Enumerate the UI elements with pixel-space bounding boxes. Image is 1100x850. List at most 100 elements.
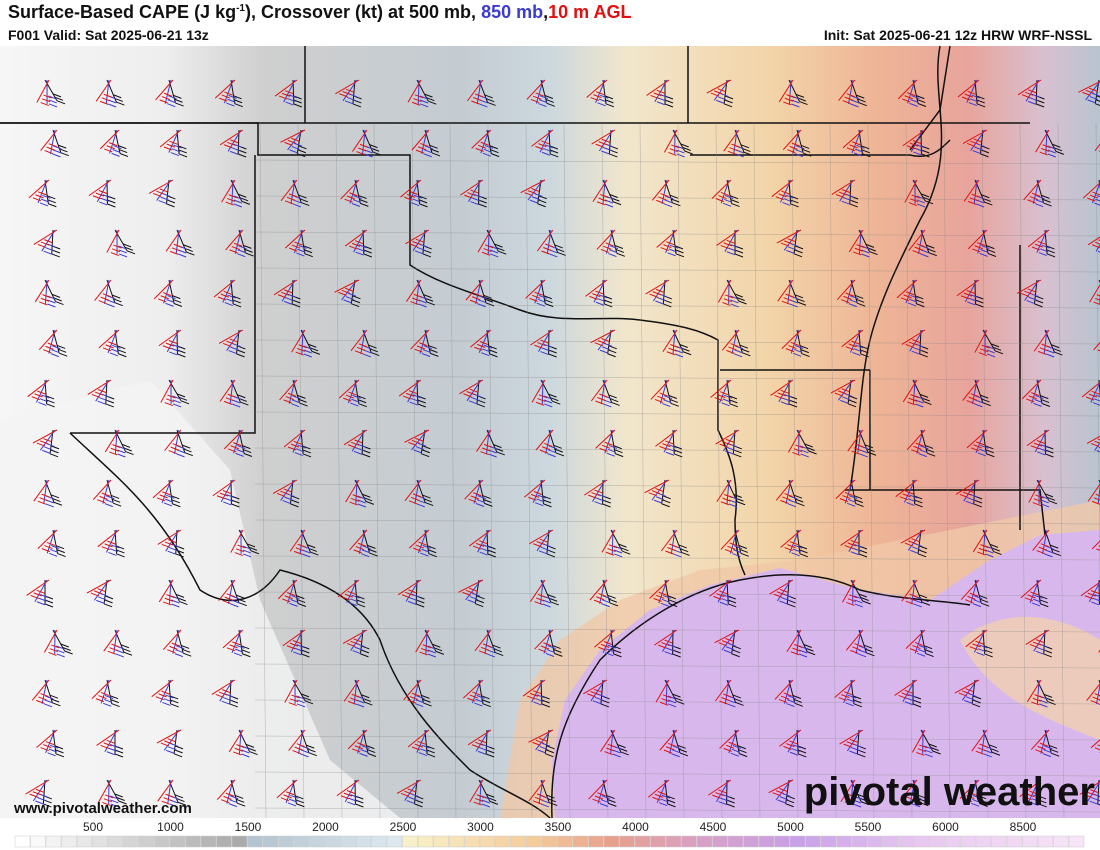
barb-shaft — [524, 479, 546, 498]
barb-flag — [169, 351, 178, 356]
barb-flag — [59, 352, 68, 357]
barb-flag — [603, 295, 613, 300]
barb-flag — [361, 694, 370, 699]
barb-shaft — [343, 679, 360, 702]
barb-flag — [484, 298, 494, 303]
barb-flag — [175, 593, 185, 598]
barb-flag — [1089, 96, 1098, 101]
barb-flag — [100, 691, 110, 696]
barb-shaft — [957, 79, 980, 98]
barb-shaft — [213, 279, 236, 298]
barb-flag — [427, 653, 437, 658]
barb-flag — [547, 594, 556, 599]
barb-flag — [594, 501, 603, 506]
barb-flag — [913, 495, 923, 500]
barb-flag — [975, 303, 984, 308]
barb-shaft — [776, 229, 802, 244]
title-rest: ), Crossover (kt) at 500 mb, — [244, 2, 477, 22]
barb-flag — [241, 753, 250, 758]
barb-flag — [740, 552, 749, 557]
barb-flag — [349, 192, 358, 197]
barb-flag — [371, 352, 380, 357]
barb-flag — [114, 793, 123, 798]
barb-flag — [290, 599, 299, 603]
barb-flag — [242, 449, 252, 454]
barb-flag — [667, 547, 676, 551]
barb-flag — [230, 445, 239, 450]
barb-flag — [172, 344, 181, 349]
barb-flag — [842, 100, 851, 105]
colorbar-swatch — [371, 835, 387, 848]
barb-flag — [912, 140, 922, 144]
barb-flag — [1054, 351, 1063, 356]
barb-flag — [665, 241, 675, 246]
barb-shaft — [584, 479, 608, 496]
barb-flag — [1084, 595, 1094, 600]
barb-flag — [225, 792, 234, 797]
county-line — [829, 122, 837, 819]
barb-flag — [846, 741, 855, 746]
county-line — [981, 122, 989, 819]
colorbar-label: 6000 — [932, 820, 959, 834]
barb-shaft — [1027, 229, 1050, 248]
barb-flag — [842, 396, 851, 401]
barb-flag — [168, 746, 177, 751]
barb-flag — [1037, 745, 1046, 750]
barb-flag — [469, 388, 479, 393]
colorbar-swatch — [309, 835, 325, 848]
barb-flag — [662, 694, 672, 699]
barb-flag — [965, 500, 974, 505]
barb-flag — [800, 449, 809, 454]
barb-flag — [664, 651, 673, 656]
barb-flag — [179, 601, 188, 606]
barb-flag — [798, 753, 807, 758]
barb-flag — [795, 93, 805, 98]
barb-flag — [838, 191, 848, 196]
barb-flag — [469, 587, 478, 592]
barb-flag — [784, 394, 793, 398]
barb-flag — [608, 349, 617, 354]
barb-shaft — [526, 79, 546, 100]
barb-flag — [479, 747, 489, 752]
barb-flag — [296, 644, 305, 649]
barb-flag — [742, 352, 751, 357]
barb-flag — [853, 495, 863, 500]
barb-flag — [158, 693, 167, 698]
barb-flag — [343, 792, 353, 797]
colorbar-swatch — [882, 835, 899, 848]
barb-flag — [215, 693, 225, 698]
barb-shaft — [34, 279, 50, 303]
barb-flag — [808, 450, 817, 455]
county-line — [563, 122, 571, 819]
barb-flag — [423, 153, 432, 158]
barb-flag — [58, 348, 67, 353]
barb-flag — [535, 92, 544, 97]
barb-flag — [244, 248, 253, 253]
barb-flag — [675, 253, 685, 258]
barb-flag — [1030, 801, 1039, 806]
barb-shaft — [276, 779, 298, 799]
barb-flag — [286, 645, 296, 650]
barb-shaft — [1019, 779, 1042, 798]
barb-flag — [50, 449, 59, 454]
barb-flag — [725, 744, 735, 749]
barb-flag — [105, 499, 114, 504]
barb-flag — [344, 198, 353, 203]
barb-flag — [606, 648, 615, 653]
barb-flag — [664, 199, 673, 204]
barb-shaft — [592, 179, 608, 203]
barb-shaft — [36, 79, 50, 103]
barb-flag — [38, 191, 47, 196]
barb-flag — [159, 99, 168, 104]
barb-flag — [652, 796, 661, 801]
barb-flag — [182, 444, 191, 449]
barb-shaft — [153, 279, 174, 300]
barb-flag — [661, 598, 670, 603]
barb-flag — [302, 445, 311, 450]
barb-flag — [1028, 296, 1037, 301]
barb-flag — [1033, 498, 1043, 503]
barb-flag — [350, 794, 359, 799]
barb-flag — [603, 403, 612, 408]
barb-flag — [1030, 392, 1040, 397]
barb-flag — [470, 396, 480, 401]
